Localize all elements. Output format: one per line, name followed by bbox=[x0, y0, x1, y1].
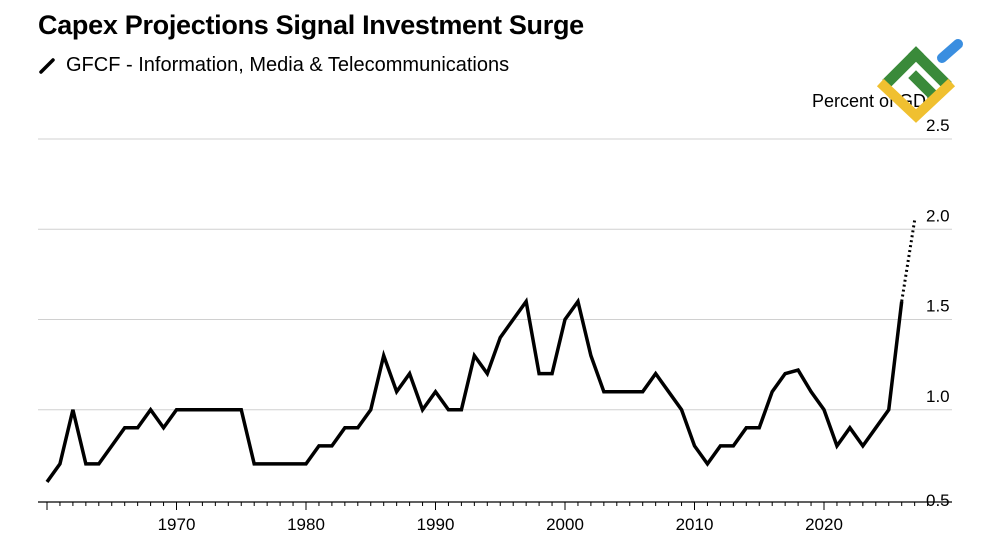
y-tick-label: 2.5 bbox=[926, 116, 950, 135]
x-tick-label: 1980 bbox=[287, 515, 325, 534]
x-tick-label: 1990 bbox=[417, 515, 455, 534]
chart-title: Capex Projections Signal Investment Surg… bbox=[38, 10, 584, 40]
x-tick-label: 2000 bbox=[546, 515, 584, 534]
x-tick-label: 2010 bbox=[676, 515, 714, 534]
x-tick-label: 2020 bbox=[805, 515, 843, 534]
legend: GFCF - Information, Media & Telecommunic… bbox=[38, 54, 509, 77]
brand-logo-icon bbox=[876, 39, 963, 123]
y-tick-label: 2.0 bbox=[926, 206, 950, 225]
legend-label: GFCF - Information, Media & Telecommunic… bbox=[66, 54, 510, 76]
y-tick-label: 1.5 bbox=[926, 297, 950, 316]
legend-line-icon bbox=[39, 57, 55, 74]
y-tick-label: 0.5 bbox=[926, 491, 950, 510]
projection-series-line bbox=[900, 219, 917, 302]
x-tick-label: 1970 bbox=[158, 515, 196, 534]
y-tick-label: 1.0 bbox=[926, 387, 950, 406]
series-line bbox=[45, 297, 904, 483]
